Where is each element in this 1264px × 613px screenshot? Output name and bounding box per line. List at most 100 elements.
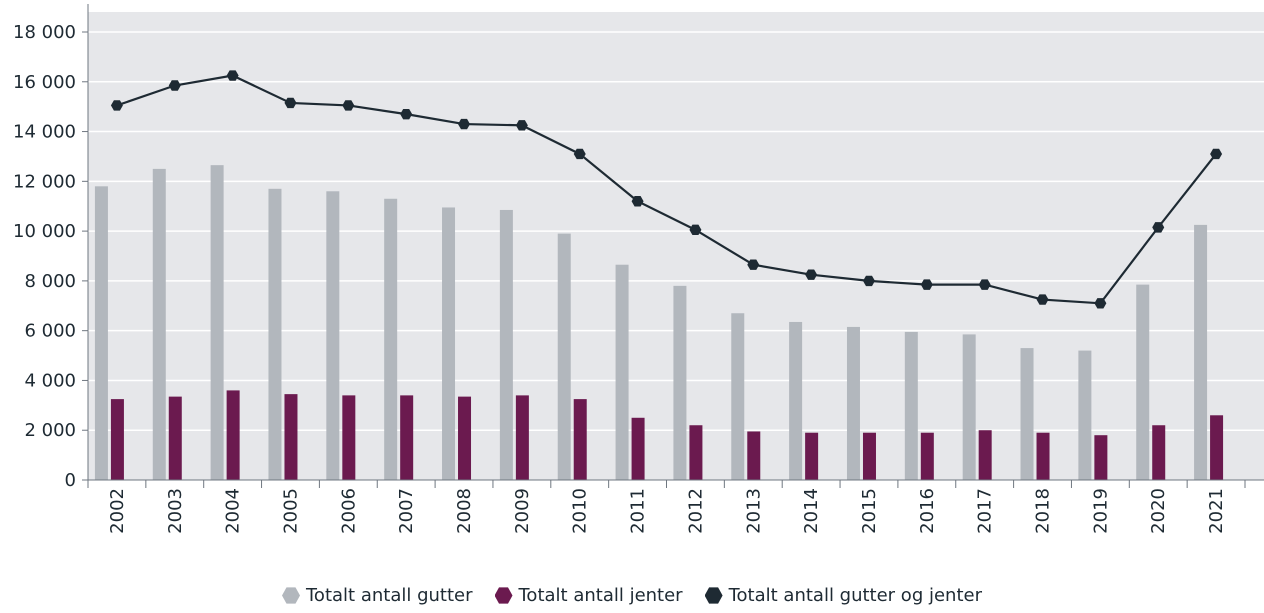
x-tick-label: 2004: [223, 488, 244, 534]
legend-item-total: Totalt antall gutter og jenter: [704, 585, 982, 606]
bar-gutter: [210, 165, 224, 480]
x-tick-label: 2006: [338, 488, 359, 534]
bar-gutter: [962, 334, 976, 480]
total-line-point: [1094, 298, 1107, 309]
total-line-point: [805, 269, 818, 280]
bar-gutter: [1194, 224, 1208, 480]
y-axis-ticks: 0 2 000 4 000 6 000 8 000 10 000 12 000 14 000 1…: [13, 22, 88, 491]
bar-jenter: [284, 394, 298, 480]
legend: Totalt antall gutter Totalt antall jente…: [0, 585, 1264, 606]
bar-gutter: [1020, 348, 1034, 480]
bar-jenter: [515, 395, 529, 480]
bar-jenter: [805, 432, 819, 480]
x-tick-label: 2021: [1206, 488, 1227, 534]
total-line-point: [1210, 148, 1223, 160]
y-tick-label: 6 000: [24, 321, 76, 342]
x-tick-label: 2015: [859, 488, 880, 534]
bar-gutter: [731, 313, 745, 480]
bar-jenter: [1036, 432, 1050, 480]
y-tick-label: 12 000: [13, 171, 76, 192]
bar-gutter: [846, 326, 860, 480]
bar-gutter: [557, 233, 571, 480]
x-tick-label: 2017: [975, 488, 996, 534]
y-tick-label: 4 000: [24, 370, 76, 391]
bar-gutter: [673, 285, 687, 480]
x-tick-label: 2011: [628, 488, 649, 534]
bar-gutter: [384, 198, 398, 480]
x-tick-label: 2012: [685, 488, 706, 534]
x-axis-ticks: 2002 2003 2004 2005 2006 2007 2008 2009 2010 2011…: [87, 480, 1246, 534]
bar-jenter: [168, 396, 182, 480]
x-tick-label: 2016: [917, 488, 938, 534]
x-tick-label: 2009: [512, 488, 533, 534]
bar-gutter: [442, 207, 456, 480]
x-tick-label: 2019: [1090, 488, 1111, 534]
legend-hex-total-icon: [704, 587, 723, 604]
bar-jenter: [978, 430, 992, 480]
bar-gutter: [499, 209, 513, 480]
bar-gutter: [94, 186, 108, 481]
total-line-point: [920, 279, 933, 290]
bars: [94, 165, 1224, 481]
total-line-point: [1036, 294, 1049, 305]
total-line-point: [342, 100, 355, 111]
bar-jenter: [747, 431, 761, 480]
bar-gutter: [615, 264, 629, 480]
total-line-point: [226, 70, 239, 81]
y-tick-label: 10 000: [13, 221, 76, 242]
legend-label-gutter: Totalt antall gutter: [306, 585, 473, 606]
total-line-point: [458, 118, 471, 130]
bar-gutter: [1136, 284, 1150, 480]
bar-jenter: [631, 417, 645, 480]
bar-gutter: [268, 188, 282, 481]
bar-gutter: [904, 331, 918, 480]
x-tick-label: 2002: [107, 488, 128, 534]
total-line-point: [110, 100, 123, 111]
bar-gutter: [789, 321, 803, 480]
total-line-point: [862, 275, 875, 287]
bar-jenter: [458, 396, 472, 480]
legend-label-jenter: Totalt antall jenter: [518, 585, 683, 606]
total-line-point: [631, 196, 644, 207]
total-line-point: [747, 259, 760, 270]
x-tick-label: 2020: [1148, 488, 1169, 534]
x-tick-label: 2013: [743, 488, 764, 534]
legend-item-jenter: Totalt antall jenter: [494, 585, 683, 606]
bar-jenter: [1152, 425, 1166, 480]
total-line-point: [689, 224, 702, 236]
x-tick-label: 2005: [280, 488, 301, 534]
total-line: [110, 70, 1223, 309]
bar-jenter: [1094, 435, 1108, 480]
bar-gutter: [1078, 350, 1092, 480]
axes: [87, 4, 1264, 481]
legend-item-gutter: Totalt antall gutter: [282, 585, 473, 606]
legend-hex-gutter-icon: [282, 587, 300, 604]
y-tick-label: 16 000: [13, 72, 76, 93]
total-line-point: [168, 80, 181, 91]
y-tick-label: 8 000: [24, 271, 76, 292]
bar-jenter: [400, 395, 414, 480]
bar-jenter: [862, 432, 876, 480]
y-tick-label: 0: [65, 470, 76, 491]
total-line-point: [573, 148, 586, 160]
total-line-point: [978, 279, 991, 290]
x-tick-label: 2008: [454, 488, 475, 534]
total-line-path: [116, 74, 1217, 305]
total-line-point: [400, 108, 413, 120]
bar-jenter: [1210, 415, 1224, 480]
bar-jenter: [226, 390, 240, 480]
x-tick-label: 2003: [165, 488, 186, 534]
total-line-point: [515, 120, 528, 131]
bar-jenter: [573, 399, 587, 480]
x-tick-label: 2007: [396, 488, 417, 534]
bar-gutter: [326, 191, 340, 481]
y-tick-label: 18 000: [13, 22, 76, 43]
chart: 0 2 000 4 000 6 000 8 000 10 000 12 000 14 000 1…: [13, 4, 1264, 534]
bar-jenter: [689, 425, 703, 480]
bar-jenter: [110, 399, 124, 480]
legend-label-total: Totalt antall gutter og jenter: [728, 585, 982, 606]
bar-jenter: [342, 395, 356, 480]
x-tick-label: 2018: [1033, 488, 1054, 534]
bar-gutter: [152, 168, 166, 480]
total-line-point: [1152, 222, 1165, 233]
